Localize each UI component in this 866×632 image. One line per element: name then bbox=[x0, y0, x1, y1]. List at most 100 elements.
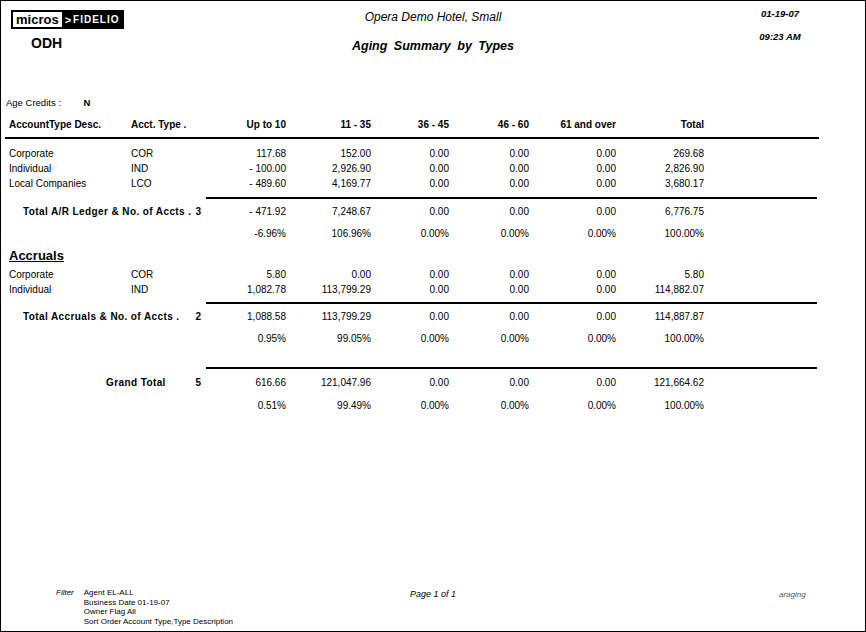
col-header-account-type-desc: AccountType Desc. bbox=[9, 116, 131, 134]
amount-cell: 0.00 bbox=[529, 204, 616, 219]
report-datetime: 01-19-07 09:23 AM bbox=[725, 8, 835, 42]
amount-cell: 616.66 bbox=[201, 375, 286, 390]
table-row: Local Companies LCO - 489.60 4,169.77 0.… bbox=[9, 176, 866, 191]
filter-line-sort-order: Sort Order Account Type,Type Description bbox=[84, 617, 233, 627]
amount-cell: 3,680.17 bbox=[616, 176, 704, 191]
col-header-up-to-10: Up to 10 bbox=[201, 116, 286, 134]
total-row: Total A/R Ledger & No. of Accts . 3 - 47… bbox=[9, 204, 866, 219]
amount-cell: 0.00 bbox=[371, 176, 449, 191]
amount-cell: 0.00 bbox=[529, 267, 616, 282]
amount-cell: 0.00 bbox=[529, 176, 616, 191]
acct-type-code: LCO bbox=[131, 176, 201, 191]
report-code: araging bbox=[779, 590, 806, 599]
age-credits-value: N bbox=[84, 97, 91, 108]
amount-cell: 0.00 bbox=[449, 204, 529, 219]
total-rule bbox=[206, 302, 817, 304]
amount-cell: 0.00 bbox=[371, 375, 449, 390]
amount-cell: 1,082.78 bbox=[201, 282, 286, 297]
percent-cell: 0.00% bbox=[529, 226, 616, 241]
header-rule bbox=[5, 137, 819, 139]
amount-cell: 0.00 bbox=[371, 146, 449, 161]
amount-cell: 121,047.96 bbox=[286, 375, 371, 390]
amount-cell: 0.00 bbox=[529, 146, 616, 161]
amount-cell: 0.00 bbox=[529, 375, 616, 390]
acct-type-code: COR bbox=[131, 146, 201, 161]
amount-cell: - 489.60 bbox=[201, 176, 286, 191]
percent-cell: 0.00% bbox=[529, 331, 616, 346]
acct-type-code: IND bbox=[131, 282, 201, 297]
amount-cell: 0.00 bbox=[449, 309, 529, 324]
table-row: Individual IND 1,082.78 113,799.29 0.00 … bbox=[9, 282, 866, 297]
table-row: Corporate COR 5.80 0.00 0.00 0.00 0.00 5… bbox=[9, 267, 866, 282]
report-page: micros >FIDELIO ODH Opera Demo Hotel, Sm… bbox=[0, 0, 866, 632]
percent-cell: 100.00% bbox=[616, 398, 704, 413]
amount-cell: 5.80 bbox=[201, 267, 286, 282]
col-header-61-and-over: 61 and over bbox=[529, 116, 616, 134]
amount-cell: 0.00 bbox=[449, 375, 529, 390]
report-time: 09:23 AM bbox=[725, 31, 835, 42]
percent-cell: 99.05% bbox=[286, 331, 371, 346]
table-row: Individual IND - 100.00 2,926.90 0.00 0.… bbox=[9, 161, 866, 176]
col-header-46-60: 46 - 60 bbox=[449, 116, 529, 134]
amount-cell: 0.00 bbox=[449, 176, 529, 191]
amount-cell: 0.00 bbox=[529, 309, 616, 324]
amount-cell: 5.80 bbox=[616, 267, 704, 282]
table-row: Corporate COR 117.68 152.00 0.00 0.00 0.… bbox=[9, 146, 866, 161]
percent-cell: -6.96% bbox=[201, 226, 286, 241]
amount-cell: 0.00 bbox=[371, 309, 449, 324]
account-type-desc: Individual bbox=[9, 282, 131, 297]
amount-cell: 114,887.87 bbox=[616, 309, 704, 324]
account-type-desc: Corporate bbox=[9, 146, 131, 161]
percent-cell: 100.00% bbox=[616, 331, 704, 346]
amount-cell: - 100.00 bbox=[201, 161, 286, 176]
amount-cell: 4,169.77 bbox=[286, 176, 371, 191]
total-label: Total Accruals & No. of Accts . bbox=[9, 309, 180, 324]
percent-cell: 100.00% bbox=[616, 226, 704, 241]
amount-cell: 1,088.58 bbox=[201, 309, 286, 324]
col-header-total: Total bbox=[616, 116, 704, 134]
percent-cell: 0.00% bbox=[371, 398, 449, 413]
amount-cell: 0.00 bbox=[371, 204, 449, 219]
amount-cell: 7,248.67 bbox=[286, 204, 371, 219]
filter-line-owner-flag: Owner Flag All bbox=[84, 607, 233, 617]
total-label: Total A/R Ledger & No. of Accts . bbox=[9, 204, 191, 219]
grand-total-row: Grand Total 5 616.66 121,047.96 0.00 0.0… bbox=[9, 375, 866, 390]
grand-total-rule bbox=[206, 367, 817, 369]
amount-cell: 2,826.90 bbox=[616, 161, 704, 176]
age-credits-label: Age Credits : bbox=[6, 97, 61, 108]
percent-row: -6.96% 106.96% 0.00% 0.00% 0.00% 100.00% bbox=[9, 226, 866, 241]
percent-cell: 0.00% bbox=[371, 331, 449, 346]
amount-cell: 0.00 bbox=[449, 146, 529, 161]
account-type-desc: Individual bbox=[9, 161, 131, 176]
table-header-row: AccountType Desc. Acct. Type . Up to 10 … bbox=[9, 116, 866, 134]
amount-cell: 114,882.07 bbox=[616, 282, 704, 297]
amount-cell: 0.00 bbox=[371, 267, 449, 282]
section-ar-ledger: Corporate COR 117.68 152.00 0.00 0.00 0.… bbox=[1, 146, 866, 191]
amount-cell: 0.00 bbox=[449, 267, 529, 282]
amount-cell: 0.00 bbox=[371, 161, 449, 176]
percent-row: 0.95% 99.05% 0.00% 0.00% 0.00% 100.00% bbox=[9, 331, 866, 346]
amount-cell: 0.00 bbox=[449, 282, 529, 297]
percent-cell: 0.00% bbox=[371, 226, 449, 241]
amount-cell: - 471.92 bbox=[201, 204, 286, 219]
amount-cell: 0.00 bbox=[286, 267, 371, 282]
amount-cell: 269.68 bbox=[616, 146, 704, 161]
percent-cell: 0.00% bbox=[449, 331, 529, 346]
percent-cell: 0.00% bbox=[449, 226, 529, 241]
col-header-acct-type: Acct. Type . bbox=[131, 116, 201, 134]
acct-type-code: COR bbox=[131, 267, 201, 282]
account-type-desc: Corporate bbox=[9, 267, 131, 282]
amount-cell: 0.00 bbox=[529, 282, 616, 297]
amount-cell: 2,926.90 bbox=[286, 161, 371, 176]
amount-cell: 117.68 bbox=[201, 146, 286, 161]
grand-percent-row: 0.51% 99.49% 0.00% 0.00% 0.00% 100.00% bbox=[9, 398, 866, 413]
amount-cell: 0.00 bbox=[529, 161, 616, 176]
col-header-36-45: 36 - 45 bbox=[371, 116, 449, 134]
total-row: Total Accruals & No. of Accts . 2 1,088.… bbox=[9, 309, 866, 324]
aging-table: AccountType Desc. Acct. Type . Up to 10 … bbox=[1, 116, 866, 413]
age-credits: Age Credits : N bbox=[6, 97, 90, 108]
acct-type-code: IND bbox=[131, 161, 201, 176]
percent-cell: 0.00% bbox=[449, 398, 529, 413]
amount-cell: 121,664.62 bbox=[616, 375, 704, 390]
section-heading-accruals: Accruals bbox=[9, 248, 866, 263]
